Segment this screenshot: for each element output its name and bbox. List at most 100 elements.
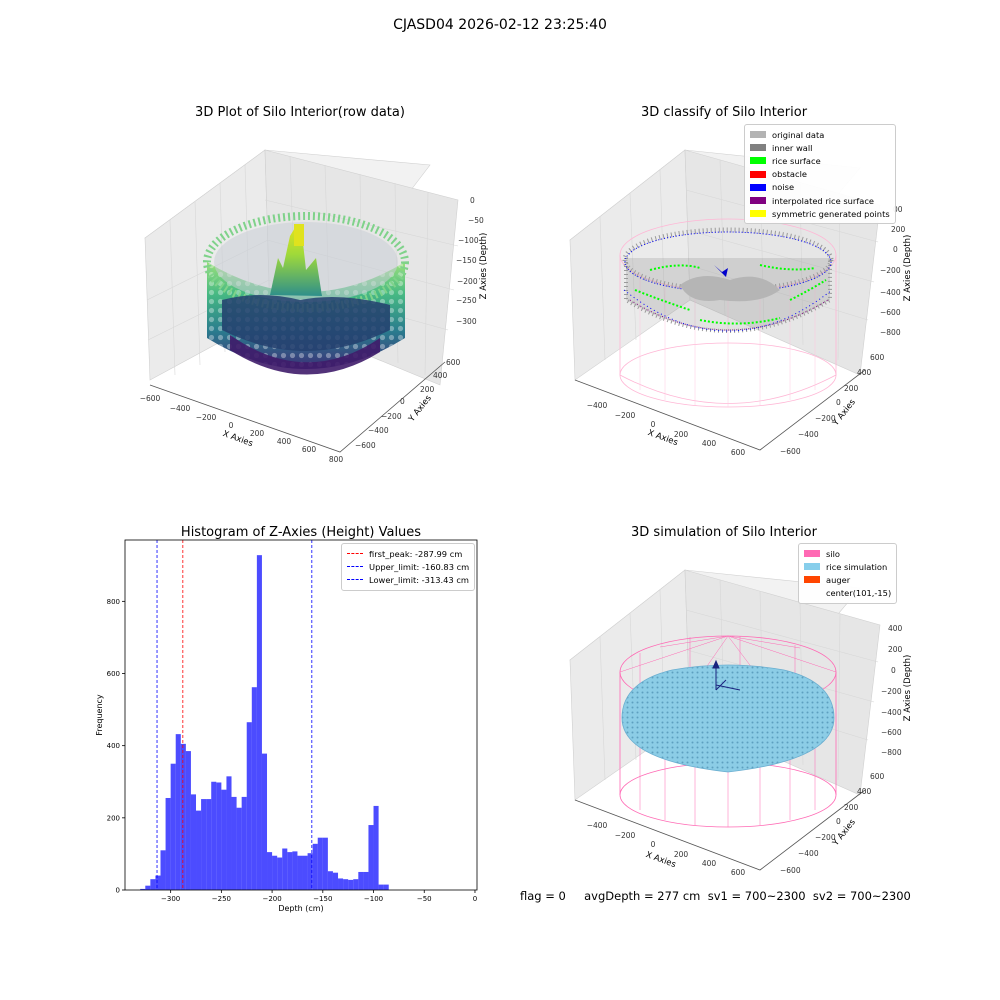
raw-ztick: −300: [456, 317, 477, 326]
sim-ytick: 0: [836, 817, 841, 826]
classify-ytick: 600: [870, 353, 885, 362]
hist-bar: [190, 794, 197, 890]
classify-xtick: −400: [587, 401, 608, 410]
legend-swatch: [804, 590, 820, 597]
classify-legend: original data inner wall rice surface ob…: [744, 124, 896, 225]
hist-xtick-label: −300: [161, 895, 180, 903]
legend-entry: rice simulation: [804, 560, 891, 573]
raw-ztick: −50: [468, 216, 484, 225]
raw-ytick: −600: [355, 441, 376, 450]
sim-ytick: −400: [798, 849, 819, 858]
raw-xtick: 600: [302, 445, 317, 454]
hist-bar: [348, 879, 354, 890]
hist-bar: [353, 879, 359, 890]
hist-bar: [338, 878, 344, 890]
classify-ytick: −600: [780, 447, 801, 456]
hist-bar: [267, 852, 273, 890]
hist-bar: [327, 871, 333, 890]
raw-xtick: −400: [170, 404, 191, 413]
raw-xtick: −200: [196, 413, 217, 422]
sim-ytick: −600: [780, 866, 801, 875]
hist-frame: [124, 539, 478, 891]
classify-xtick: 400: [702, 439, 717, 448]
panel-raw-3d: 3D Plot of Silo Interior(row data): [140, 105, 489, 464]
sim-ztick: 400: [888, 624, 903, 633]
hist-bar: [170, 763, 176, 890]
panel-simulation-3d: 3D simulation of Silo Interior: [569, 525, 913, 877]
hist-bar: [145, 885, 151, 890]
raw-title: 3D Plot of Silo Interior(row data): [195, 105, 405, 120]
hist-legend: first_peak: -287.99 cm Upper_limit: -160…: [341, 543, 476, 591]
raw-zlabel: Z Axies (Depth): [479, 233, 489, 300]
legend-label: symmetric generated points: [772, 208, 890, 219]
legend-entry: rice surface: [750, 154, 890, 167]
hist-xtick-label: −150: [313, 895, 332, 903]
sim-zticks: 400 200 0 −200 −400 −600 −800: [881, 624, 903, 757]
legend-entry: center(101,-15): [804, 587, 891, 600]
hist-bar: [282, 848, 288, 890]
legend-entry: auger: [804, 573, 891, 586]
raw-xtick: 800: [329, 455, 344, 464]
classify-ytick: 400: [857, 368, 872, 377]
raw-xtick: 0: [229, 421, 234, 430]
raw-ytick: 0: [400, 397, 405, 406]
sim-xticks: −400 −200 0 200 400 600: [587, 821, 746, 877]
hist-ylabel: Frequency: [95, 694, 104, 736]
hist-xtick-label: −200: [262, 895, 281, 903]
legend-swatch: [750, 157, 766, 165]
hist-bar: [272, 855, 278, 890]
hist-xlabel: Depth (cm): [278, 904, 323, 913]
legend-entry: inner wall: [750, 141, 890, 154]
hist-bar: [231, 796, 237, 890]
sim-ytick: 600: [870, 772, 885, 781]
classify-xtick: 0: [651, 420, 656, 429]
legend-label: center(101,-15): [826, 588, 892, 599]
hist-bar: [201, 799, 207, 890]
legend-label: silo: [826, 548, 841, 559]
sim-ztick: 0: [891, 666, 896, 675]
hist-bar: [180, 743, 186, 890]
hist-bar: [383, 884, 389, 890]
status-footer: flag = 0 avgDepth = 277 cm sv1 = 700~230…: [520, 889, 911, 903]
legend-entry: silo: [804, 547, 891, 560]
legend-label: auger: [826, 574, 851, 585]
sim-rice-surface: [621, 664, 835, 773]
sim-xlabel: X Axies: [644, 850, 677, 870]
classify-ytick: 200: [844, 384, 859, 393]
legend-entry: Upper_limit: -160.83 cm: [347, 560, 469, 573]
panel-histogram: Histogram of Z-Axies (Height) Values −30…: [95, 525, 478, 913]
legend-swatch: [804, 550, 820, 558]
classify-ztick: 0: [893, 245, 898, 254]
hist-bar: [287, 852, 293, 890]
raw-xtick: 400: [277, 437, 292, 446]
hist-bar: [221, 789, 227, 890]
classify-ylabel: Y Axies: [830, 397, 858, 429]
legend-entry: obstacle: [750, 168, 890, 181]
legend-label: first_peak: -287.99 cm: [369, 548, 463, 559]
legend-label: interpolated rice surface: [772, 195, 875, 206]
hist-bar: [175, 734, 181, 890]
legend-swatch: [750, 210, 766, 218]
hist-bar: [216, 782, 222, 890]
hist-bar: [211, 781, 217, 890]
hist-bar: [368, 825, 374, 890]
raw-point-cloud: [203, 212, 409, 375]
hist-bar: [332, 872, 339, 890]
legend-entry: interpolated rice surface: [750, 194, 890, 207]
hist-bar: [226, 776, 232, 890]
hist-bar: [307, 853, 313, 890]
legend-label: obstacle: [772, 169, 807, 180]
hist-bar: [358, 871, 364, 890]
legend-swatch: [750, 144, 766, 152]
classify-ytick: −200: [815, 414, 836, 423]
hist-xtick-label: −100: [364, 895, 383, 903]
sim-ytick: 400: [857, 787, 872, 796]
sim-axes-box: [569, 569, 881, 871]
legend-entry: noise: [750, 181, 890, 194]
classify-ztick: 200: [891, 225, 906, 234]
legend-line: [347, 553, 363, 555]
sim-ztick: −600: [881, 728, 902, 737]
hist-xtick-label: −50: [417, 895, 432, 903]
legend-label: original data: [772, 129, 825, 140]
